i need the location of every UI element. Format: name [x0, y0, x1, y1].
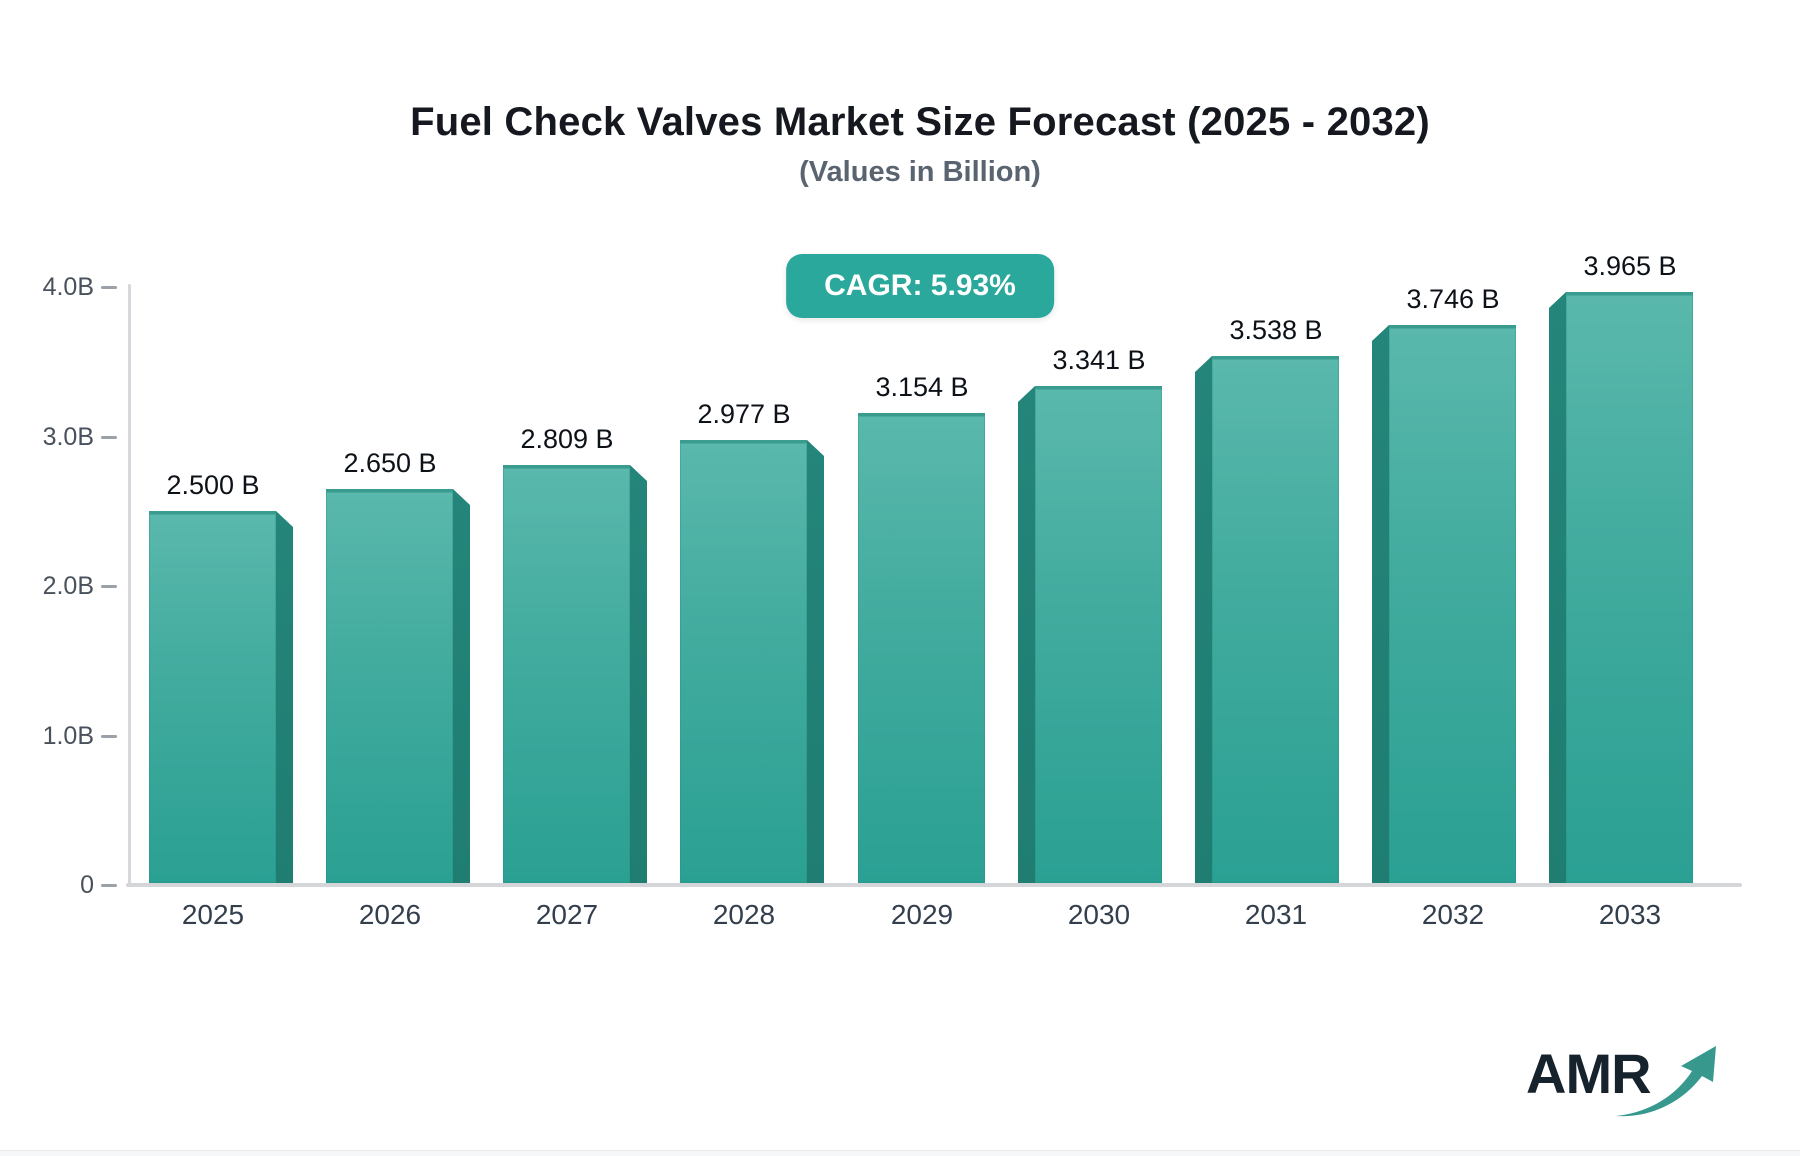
bar-value-label: 2.650 B: [343, 448, 437, 478]
x-axis-label-2032: 2032: [1421, 899, 1485, 930]
x-axis-label-2025: 2025: [181, 899, 245, 930]
bar-side-face: [1195, 356, 1212, 883]
bar-value-label: 2.500 B: [166, 470, 260, 500]
bar-side-face: [1018, 386, 1035, 883]
bar-side-face: [1372, 325, 1389, 883]
y-axis-tick: [101, 884, 117, 887]
bar-value-label: 3.965 B: [1583, 251, 1677, 281]
x-axis-label-2030: 2030: [1067, 899, 1131, 930]
bar-value-label: 3.341 B: [1052, 345, 1146, 375]
bar-value-label: 2.809 B: [520, 424, 614, 454]
y-axis-tick-label: 1.0B: [42, 722, 94, 750]
chart-title: Fuel Check Valves Market Size Forecast (…: [410, 100, 1430, 144]
bar-value-label: 3.538 B: [1229, 315, 1323, 345]
bar-2032: [1389, 325, 1516, 883]
bar-side-face: [276, 511, 293, 883]
cagr-badge: CAGR: 5.93%: [786, 254, 1054, 318]
bar-side-face: [807, 440, 824, 883]
y-axis-tick-label: 0: [80, 871, 94, 899]
amr-logo-arrow-icon: [1616, 1046, 1716, 1117]
bar-2029: [858, 413, 985, 883]
bar-side-face: [630, 465, 647, 883]
bar-2033: [1566, 292, 1693, 883]
bar-2030: [1035, 386, 1162, 883]
y-axis-tick-label: 4.0B: [42, 273, 94, 301]
y-axis-tick: [101, 585, 117, 588]
chart-header: Fuel Check Valves Market Size Forecast (…: [40, 96, 1800, 190]
bar-value-label: 3.154 B: [875, 372, 969, 402]
bar-2026: [326, 489, 453, 883]
x-axis-label-2026: 2026: [358, 899, 422, 930]
bar-side-face: [1549, 292, 1566, 883]
bar-2025: [149, 511, 276, 883]
bar-value-label: 2.977 B: [697, 399, 791, 429]
x-axis-label-2033: 2033: [1598, 899, 1662, 930]
bar-2028: [680, 440, 807, 883]
bar-2027: [503, 465, 630, 883]
bar-2031: [1212, 356, 1339, 883]
y-axis-tick: [101, 436, 117, 439]
bar-side-face: [453, 489, 470, 883]
y-axis-tick: [101, 735, 117, 738]
bar-value-label: 3.746 B: [1406, 284, 1500, 314]
amr-logo: AMR: [1526, 1036, 1776, 1128]
x-axis-label-2031: 2031: [1244, 899, 1308, 930]
x-axis-label-2029: 2029: [890, 899, 954, 930]
y-axis-tick: [101, 286, 117, 289]
x-axis-label-2027: 2027: [535, 899, 599, 930]
bottom-edge-divider: [0, 1150, 1800, 1156]
y-axis-tick-label: 3.0B: [42, 423, 94, 451]
chart-subtitle: (Values in Billion): [799, 156, 1041, 188]
x-axis-label-2028: 2028: [712, 899, 776, 930]
y-axis-tick-label: 2.0B: [42, 572, 94, 600]
x-axis-baseline: [126, 883, 1742, 887]
cagr-badge-label: CAGR: 5.93%: [824, 269, 1016, 302]
y-axis-line: [128, 284, 131, 887]
amr-logo-text: AMR: [1526, 1042, 1652, 1105]
